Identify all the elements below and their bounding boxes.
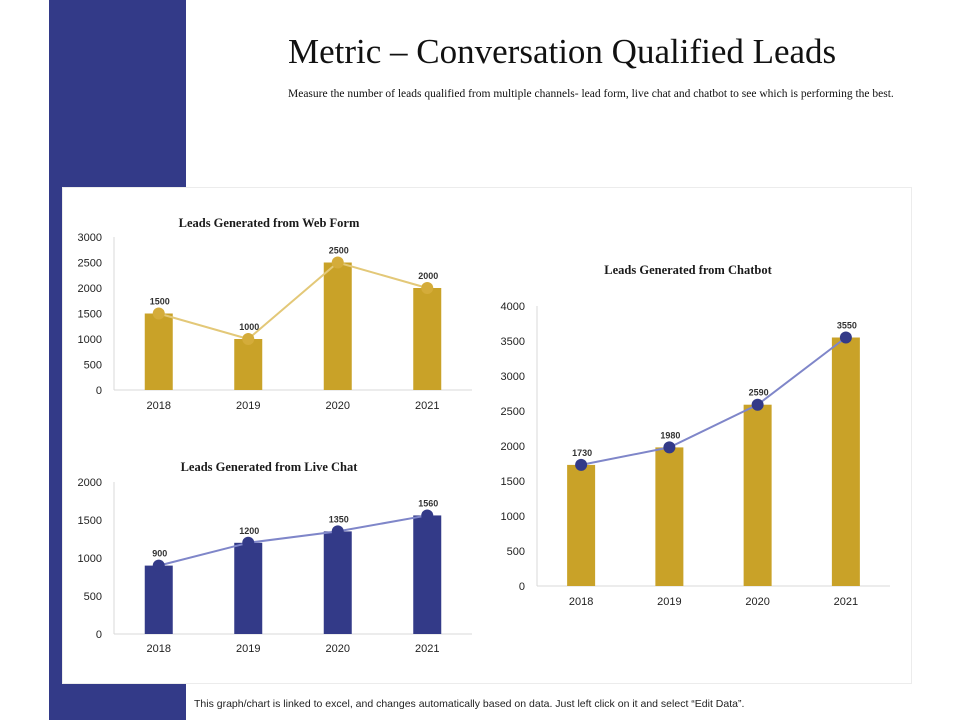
chart-1-y-tick-label: 2000 [78,477,102,489]
chart-1-x-tick-label: 2018 [147,643,171,655]
chart-2-y-tick-label: 4000 [501,301,525,313]
chart-0-data-label: 2500 [329,246,349,256]
chart-2-x-tick-label: 2021 [834,596,858,608]
chart-2-y-tick-label: 2500 [501,406,525,418]
page-title: Metric – Conversation Qualified Leads [288,32,837,71]
web-form-chart[interactable]: Leads Generated from Web Form 0 500 1000 150… [62,205,482,420]
chart-1-data-label: 1350 [329,514,349,524]
chart-0-y-tick-label: 1500 [78,309,102,321]
chart-0-x-tick-label: 2018 [147,400,171,412]
chart-2-y-tick-label: 0 [519,581,525,593]
chart-2-x-tick-label: 2018 [569,596,593,608]
chart-0-point-2019[interactable] [242,333,255,345]
chart-1-bar-2021[interactable] [413,515,442,634]
chart-0-point-2018[interactable] [152,307,165,320]
chart-1-point-2019[interactable] [242,536,255,549]
chart-0-trend-line [158,261,428,341]
chart-2-y-tick-label: 1500 [501,476,525,488]
chart-1-bar-2019[interactable] [234,542,263,634]
chart-2-y-tick-label: 500 [507,546,525,558]
chart-2-data-label: 1730 [572,448,592,458]
chart-2-data-label: 1980 [660,430,680,440]
chart-1-data-label: 1560 [418,498,438,508]
chart-1-y-tick-label: 0 [96,629,102,641]
chart-1-x-tick-label: 2020 [326,643,350,655]
chart-1-y-tick-label: 1000 [78,553,102,565]
chart-1-point-2021[interactable] [421,509,434,522]
chart-1-point-2020[interactable] [331,525,344,538]
chart-0-point-2020[interactable] [331,256,344,269]
live-chat-chart[interactable]: Leads Generated from Live Chat 0 500 1000 15… [62,452,482,662]
chatbot-chart[interactable]: Leads Generated from Chatbot 0 500 1000 1500… [482,252,902,612]
page-subtitle: Measure the number of leads qualified fr… [288,88,894,100]
chart-1-y-tick-label: 500 [84,591,102,603]
chart-0-data-label: 2000 [418,271,438,281]
chart-2-bar-2021[interactable] [831,337,860,587]
chart-2-point-2021[interactable] [839,331,852,344]
chart-2-title: Leads Generated from Chatbot [604,263,772,277]
chart-2-point-2018[interactable] [575,458,588,471]
chart-2-y-tick-label: 3500 [501,336,525,348]
chart-2-data-label: 2590 [749,388,769,398]
chart-1-x-tick-label: 2019 [236,643,260,655]
chart-0-bar-2020[interactable] [323,262,352,391]
chart-2-point-2020[interactable] [751,398,764,411]
chart-1-bar-2018[interactable] [144,565,173,634]
chart-1-bar-2020[interactable] [323,531,352,634]
chart-2-x-tick-label: 2019 [657,596,681,608]
chart-2-point-2019[interactable] [663,441,676,454]
chart-2-trend-line [580,336,847,466]
chart-2-y-tick-label: 3000 [501,371,525,383]
chart-1-point-2018[interactable] [152,559,165,572]
chart-0-y-tick-label: 2500 [78,258,102,270]
chart-0-x-tick-label: 2020 [326,400,350,412]
chart-0-x-tick-label: 2021 [415,400,439,412]
chart-0-point-2021[interactable] [421,282,434,294]
chart-0-data-label: 1500 [150,297,170,307]
chart-0-y-tick-label: 3000 [78,232,102,244]
chart-0-y-tick-label: 0 [96,385,102,397]
chart-0-y-tick-label: 500 [84,360,102,372]
chart-2-bar-2020[interactable] [743,404,772,586]
chart-2-y-tick-label: 2000 [501,441,525,453]
chart-1-x-tick-label: 2021 [415,643,439,655]
chart-0-bar-2021[interactable] [413,288,442,390]
chart-2-x-tick-label: 2020 [745,596,769,608]
chart-0-bar-2018[interactable] [144,313,173,391]
chart-0-y-tick-label: 2000 [78,283,102,295]
chart-2-y-tick-label: 1000 [501,511,525,523]
chart-1-data-label: 900 [152,549,167,559]
chart-2-data-label: 3550 [837,321,857,331]
footer-note: This graph/chart is linked to excel, and… [194,698,745,710]
chart-1-trend-line [158,514,428,567]
chart-0-y-tick-label: 1000 [78,334,102,346]
chart-0-title: Leads Generated from Web Form [179,216,360,230]
chart-2-bar-2018[interactable] [567,464,596,586]
chart-0-data-label: 1000 [239,322,259,332]
chart-1-y-tick-label: 1500 [78,515,102,527]
chart-0-x-tick-label: 2019 [236,400,260,412]
chart-1-data-label: 1200 [239,526,259,536]
chart-0-bar-2019[interactable] [234,339,263,390]
chart-1-title: Leads Generated from Live Chat [181,460,359,474]
chart-2-bar-2019[interactable] [655,447,684,586]
